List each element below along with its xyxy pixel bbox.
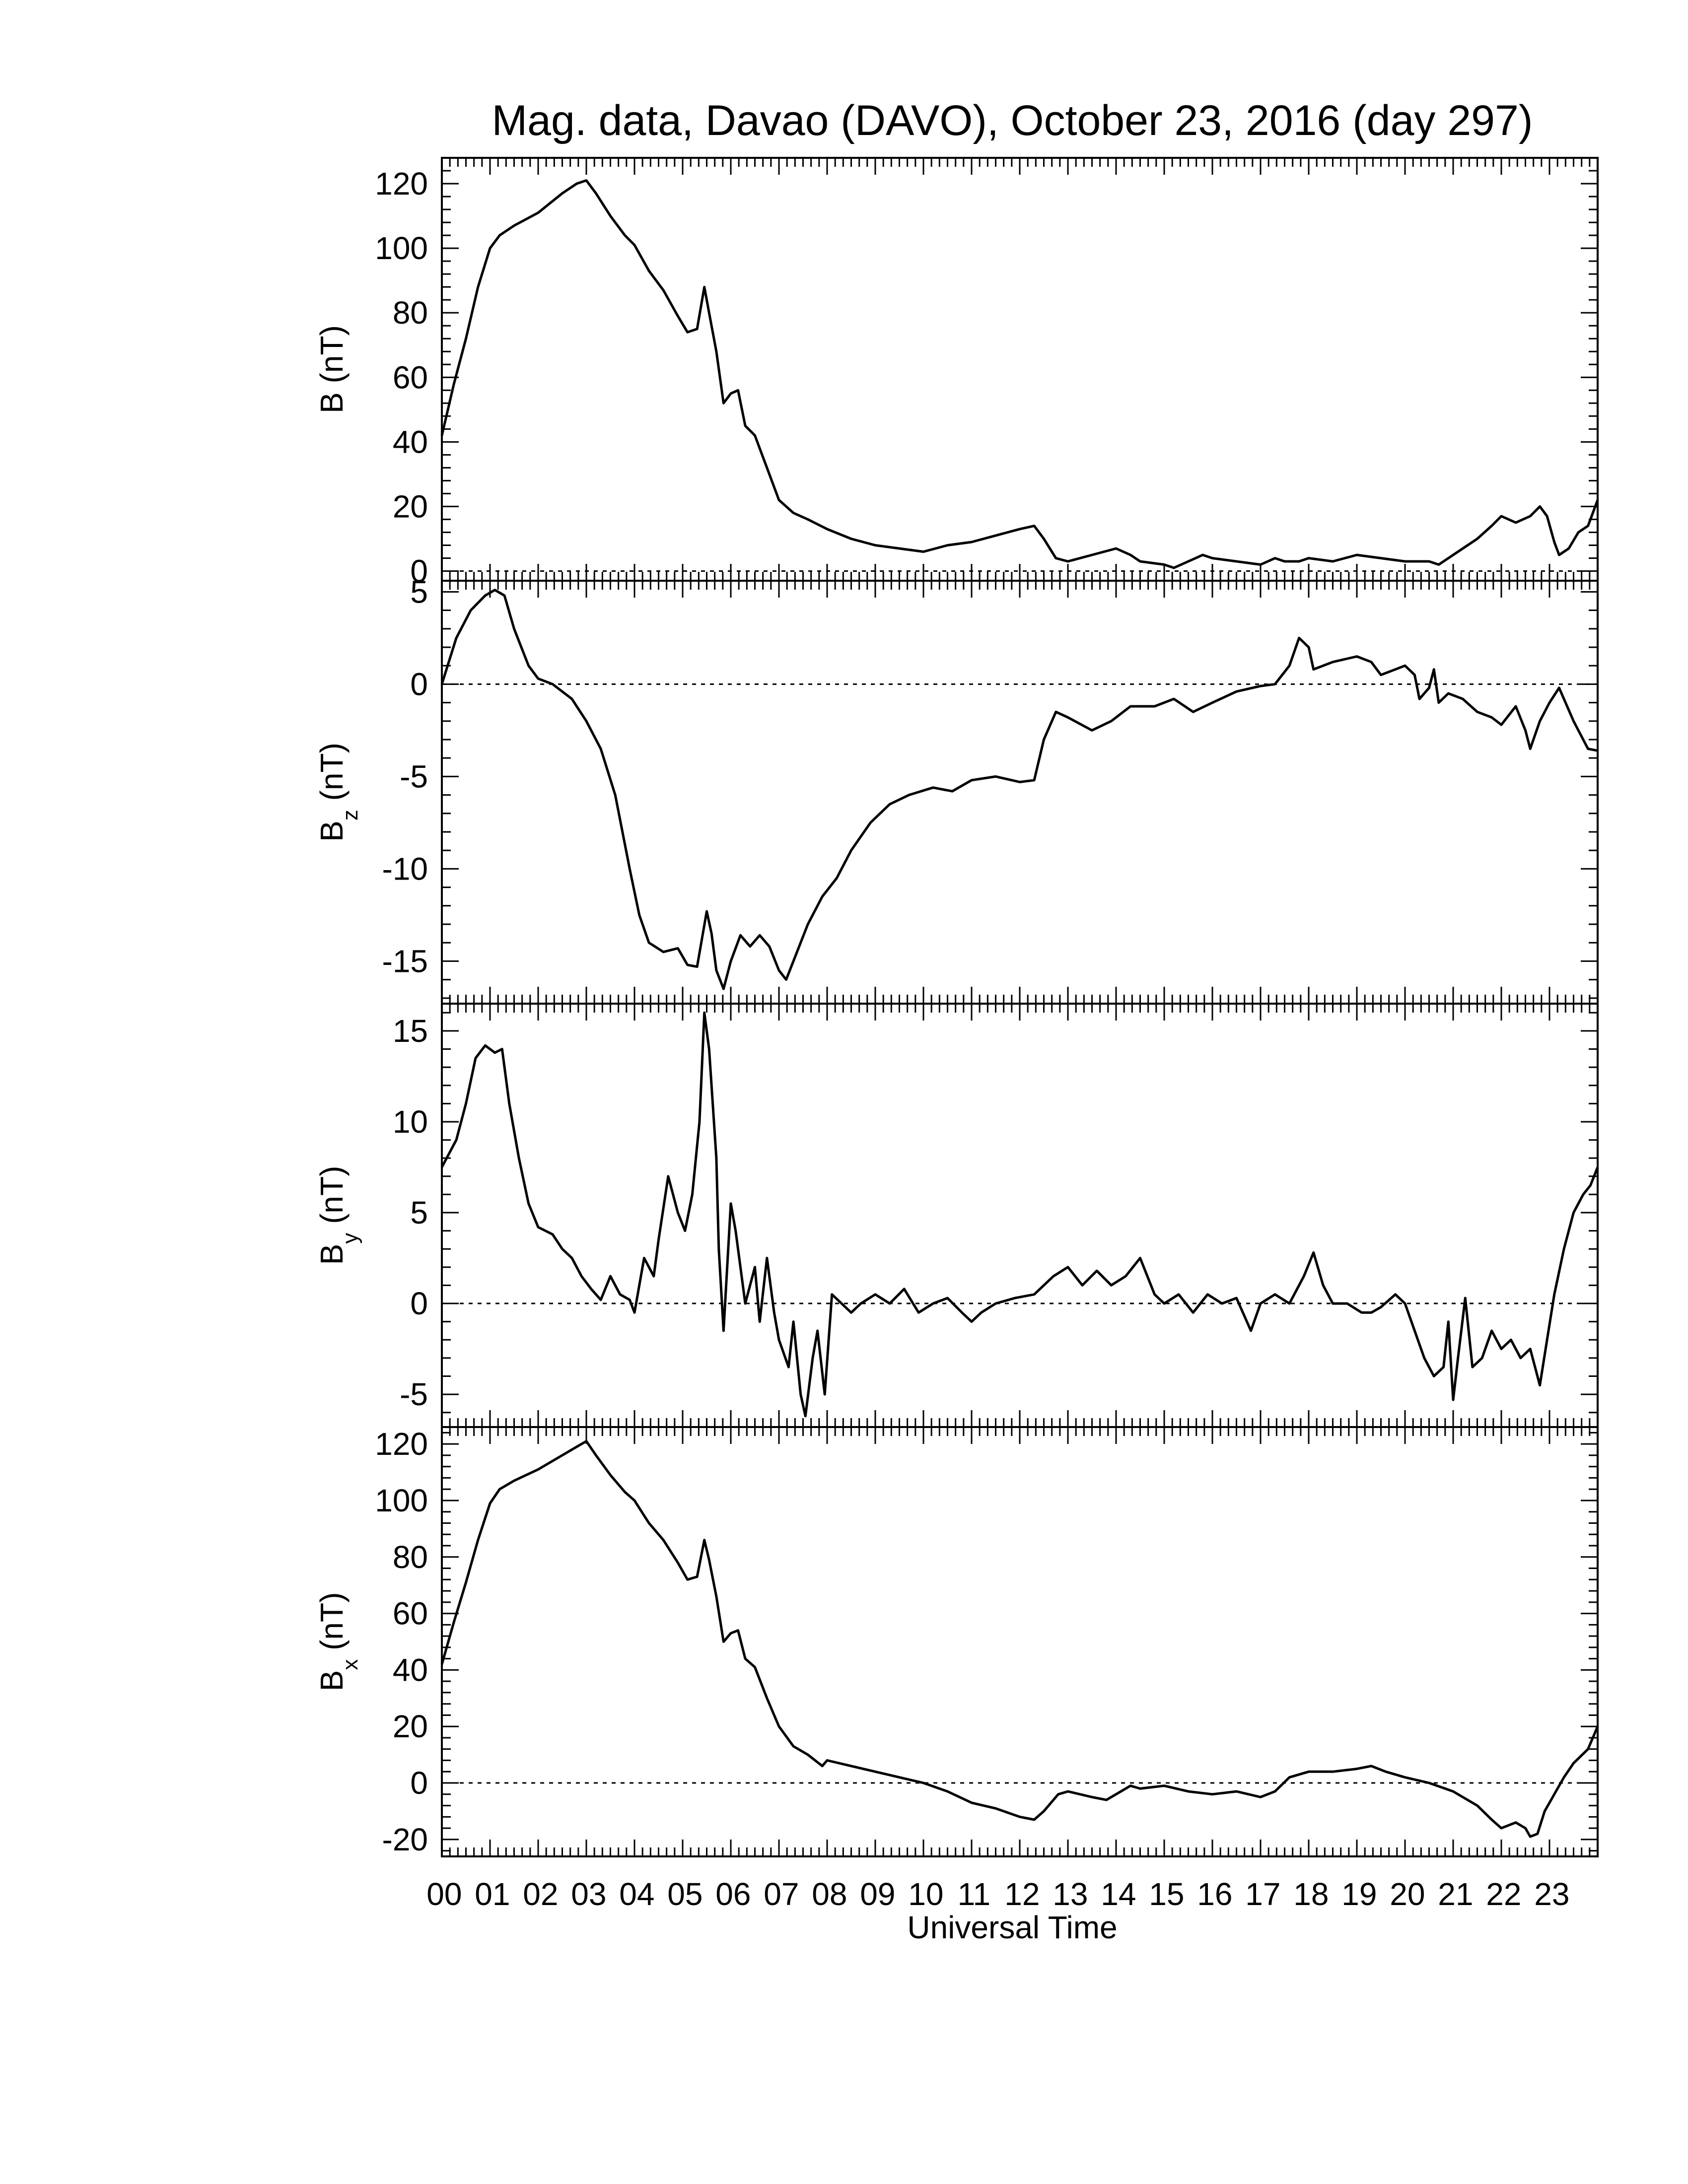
x-tick-label: 15 xyxy=(1149,1876,1184,1912)
plot-frame-Bx xyxy=(441,1426,1599,1857)
y-tick-label-B: 100 xyxy=(375,230,428,266)
x-tick-label: 07 xyxy=(764,1876,799,1912)
y-axis-label-main: B xyxy=(314,392,350,413)
x-tick-label: 11 xyxy=(958,1876,990,1912)
y-tick-label-Bx: 0 xyxy=(410,1765,428,1801)
x-tick-label: 10 xyxy=(908,1876,943,1912)
x-tick-labels: 00 01 02 03 04 05 06 07 08 09 10 11 12 13 14 15 16 17 18 19… xyxy=(426,1876,1569,1912)
x-tick-label: 04 xyxy=(619,1876,654,1912)
series-line-B xyxy=(440,179,1599,569)
x-tick-label: 20 xyxy=(1390,1876,1425,1912)
x-tick-label: 17 xyxy=(1245,1876,1280,1912)
y-tick-label-B: 40 xyxy=(393,424,428,460)
y-tick-label-Bz: 5 xyxy=(410,574,428,610)
y-axis-label-unit: (nT) xyxy=(314,325,350,392)
y-tick-label-B: 0 xyxy=(410,553,428,589)
y-axis-label-main: B xyxy=(314,1670,350,1692)
series-line-Bx xyxy=(440,1440,1599,1838)
y-tick-label-Bz: -5 xyxy=(400,758,428,794)
y-axis-label-unit: (nT) xyxy=(314,1592,350,1659)
y-tick-label-Bx: -20 xyxy=(382,1822,428,1857)
panel-Bx: -20 0 20 40 60 80 100 120 Bx (nT) xyxy=(314,1426,1599,1857)
x-tick-label: 09 xyxy=(860,1876,895,1912)
x-tick-label: 08 xyxy=(812,1876,847,1912)
y-axis-label-unit: (nT) xyxy=(314,743,350,810)
y-tick-label-By: 0 xyxy=(410,1286,428,1321)
x-tick-label: 12 xyxy=(1004,1876,1040,1912)
x-tick-label: 21 xyxy=(1438,1876,1473,1912)
series-line-Bz xyxy=(440,589,1598,990)
y-tick-label-Bx: 60 xyxy=(393,1596,428,1632)
y-tick-label-By: 10 xyxy=(393,1104,428,1140)
x-tick-label: 01 xyxy=(475,1876,510,1912)
x-tick-label: 18 xyxy=(1293,1876,1329,1912)
y-tick-label-Bx: 120 xyxy=(375,1426,428,1462)
y-tick-label-B: 20 xyxy=(393,488,428,524)
panel-Bz: -15 -10 -5 0 5 Bz (nT) xyxy=(314,574,1599,1005)
y-tick-label-Bz: 0 xyxy=(410,666,428,702)
x-tick-label: 22 xyxy=(1486,1876,1521,1912)
y-tick-label-Bx: 100 xyxy=(375,1483,428,1518)
y-axis-label-unit: (nT) xyxy=(314,1166,350,1233)
panel-By: -5 0 5 10 15 By (nT) xyxy=(314,1003,1599,1428)
y-tick-label-Bx: 80 xyxy=(393,1539,428,1575)
y-axis-label-subscript: x xyxy=(338,1659,362,1670)
y-axis-label-By: By (nT) xyxy=(314,1166,362,1265)
y-axis-label-Bx: Bx (nT) xyxy=(314,1592,362,1692)
x-tick-label: 16 xyxy=(1197,1876,1232,1912)
x-tick-label: 00 xyxy=(426,1876,462,1912)
y-tick-label-By: 15 xyxy=(393,1013,428,1049)
y-tick-label-Bx: 20 xyxy=(393,1708,428,1744)
y-axis-label-B: B (nT) xyxy=(314,325,350,413)
x-tick-label: 06 xyxy=(715,1876,751,1912)
x-tick-label: 02 xyxy=(523,1876,558,1912)
y-tick-label-Bz: -15 xyxy=(382,943,428,979)
x-tick-label: 05 xyxy=(667,1876,703,1912)
y-tick-label-B: 120 xyxy=(375,166,428,202)
y-tick-label-Bx: 40 xyxy=(393,1652,428,1688)
series-line-By xyxy=(440,1011,1599,1418)
y-axis-label-main: B xyxy=(314,1244,350,1265)
x-tick-label: 03 xyxy=(571,1876,606,1912)
chart-title: Mag. data, Davao (DAVO), October 23, 201… xyxy=(492,97,1533,144)
y-axis-label-main: B xyxy=(314,820,350,842)
y-tick-label-B: 60 xyxy=(393,359,428,395)
y-tick-label-By: -5 xyxy=(400,1376,428,1412)
y-axis-label-subscript: z xyxy=(338,810,362,820)
x-tick-label: 14 xyxy=(1101,1876,1136,1912)
y-axis-label-Bz: Bz (nT) xyxy=(314,743,362,842)
x-tick-label: 19 xyxy=(1341,1876,1377,1912)
y-tick-label-B: 80 xyxy=(393,295,428,331)
y-tick-label-By: 5 xyxy=(410,1195,428,1230)
x-axis-label: Universal Time xyxy=(907,1910,1117,1945)
x-tick-label: 23 xyxy=(1534,1876,1569,1912)
x-tick-label: 13 xyxy=(1053,1876,1088,1912)
y-axis-label-subscript: y xyxy=(338,1233,362,1244)
y-tick-label-Bz: -10 xyxy=(382,851,428,887)
